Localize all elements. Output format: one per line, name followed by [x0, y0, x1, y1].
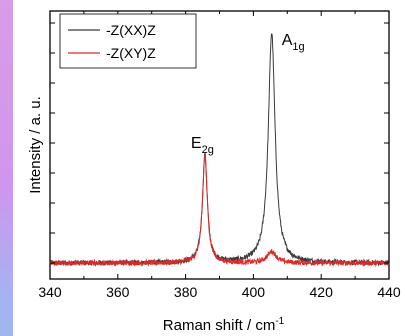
ticks-group: 340 360 380 400 420 440	[38, 11, 401, 300]
series-group	[49, 33, 390, 268]
peak-annotation-e2g: E2g	[191, 135, 214, 156]
x-tick-label-380: 380	[174, 284, 198, 300]
legend-box	[59, 13, 197, 69]
x-tick-label-360: 360	[106, 284, 130, 300]
peak-annotation-a1g: A1g	[282, 32, 305, 53]
side-decoration	[0, 0, 13, 336]
legend-label-xx: -Z(XX)Z	[106, 22, 156, 38]
x-tick-label-400: 400	[242, 284, 266, 300]
series-line-1	[49, 154, 390, 268]
legend-label-xy: -Z(XY)Z	[106, 45, 156, 61]
x-tick-label-340: 340	[38, 284, 62, 300]
x-tick-label-440: 440	[377, 284, 401, 300]
legend: -Z(XX)Z -Z(XY)Z	[59, 13, 197, 69]
x-tick-label-420: 420	[310, 284, 334, 300]
y-axis-title: Intensity / a. u.	[27, 96, 44, 194]
x-axis-title: Raman shift / cm-1	[163, 316, 285, 334]
